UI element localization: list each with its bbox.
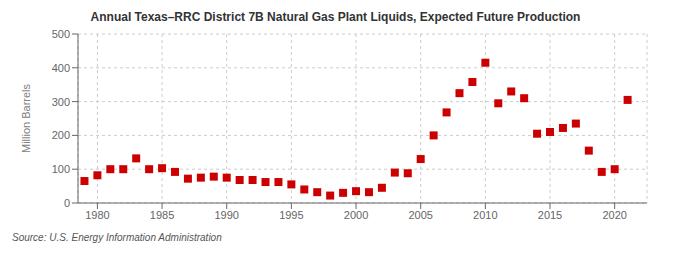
svg-text:300: 300 <box>52 96 70 108</box>
svg-text:100: 100 <box>52 163 70 175</box>
svg-text:1990: 1990 <box>214 209 238 221</box>
svg-text:2000: 2000 <box>344 209 368 221</box>
svg-text:2015: 2015 <box>538 209 562 221</box>
svg-text:1995: 1995 <box>279 209 303 221</box>
svg-text:500: 500 <box>52 28 70 40</box>
html-text:Annual Texas–RRC District 7B N: Annual Texas–RRC District 7B Natural Gas… <box>90 10 581 24</box>
svg-text:200: 200 <box>52 129 70 141</box>
svg-text:400: 400 <box>52 62 70 74</box>
svg-text:0: 0 <box>64 197 70 209</box>
svg-text:1980: 1980 <box>85 209 109 221</box>
svg-text:2010: 2010 <box>473 209 497 221</box>
svg-text:2020: 2020 <box>602 209 626 221</box>
svg-text:2005: 2005 <box>408 209 432 221</box>
svg-text:Million Barrels: Million Barrels <box>20 83 32 153</box>
html-text:Source: U.S. Energy Informatio: Source: U.S. Energy Information Administ… <box>12 232 222 243</box>
svg-text:1985: 1985 <box>150 209 174 221</box>
